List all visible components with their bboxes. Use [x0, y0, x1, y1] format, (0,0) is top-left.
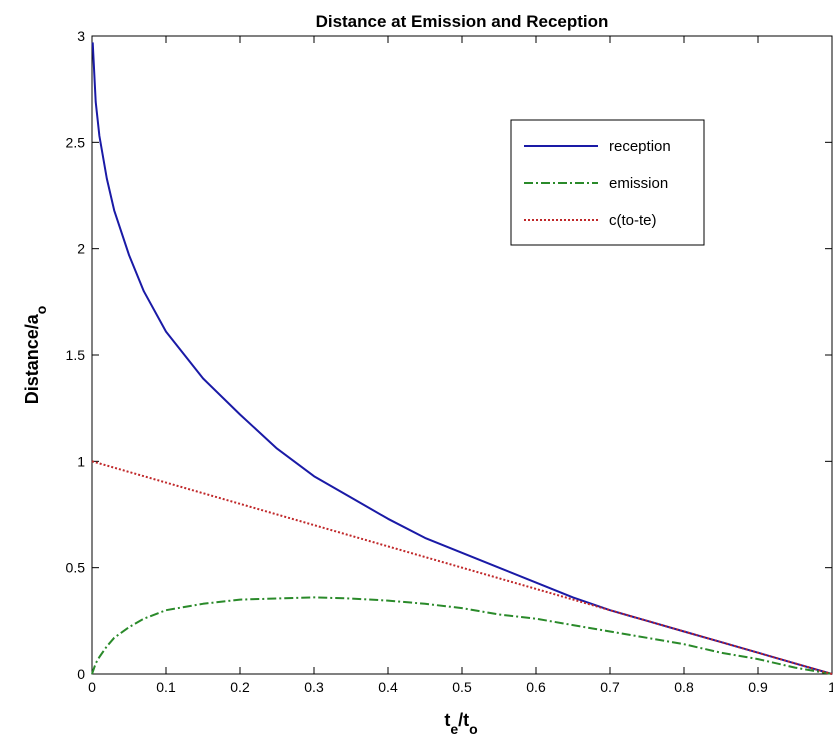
y-tick-label: 0.5: [66, 560, 86, 576]
y-tick-label: 3: [77, 28, 85, 44]
x-axis: 0 0.1 0.2 0.3 0.4 0.5 0.6 0.7 0.8 0.9 1: [88, 36, 833, 695]
legend-box: [510, 119, 705, 246]
x-tick-label: 0.5: [452, 679, 472, 695]
y-tick-label: 1.5: [66, 347, 86, 363]
x-axis-label: te/to: [444, 710, 477, 737]
series-line-2: [91, 596, 833, 675]
y-axis-label-main: Distance/a: [22, 313, 42, 404]
x-axis-label-mid: /t: [458, 710, 469, 730]
x-tick-label: 0.7: [600, 679, 620, 695]
x-tick-label: 0.9: [748, 679, 768, 695]
x-tick-label: 0.3: [304, 679, 324, 695]
x-tick-label: 0.8: [674, 679, 694, 695]
x-tick-label: 1: [828, 679, 833, 695]
legend-label: reception: [609, 138, 671, 155]
y-tick-label: 1: [77, 453, 85, 469]
legend: reception emission c(to-te): [510, 119, 705, 246]
y-tick-label: 2.5: [66, 134, 86, 150]
legend-label: emission: [609, 175, 668, 192]
y-tick-label: 2: [77, 241, 85, 257]
y-tick-label: 0: [77, 666, 85, 682]
series-line-3: [91, 460, 833, 675]
x-tick-label: 0.4: [378, 679, 398, 695]
x-tick-label: 0.1: [156, 679, 176, 695]
chart-title: Distance at Emission and Reception: [316, 12, 609, 31]
y-axis-label: Distance/ao: [22, 306, 49, 405]
plot-area: [91, 35, 833, 675]
x-tick-label: 0.2: [230, 679, 250, 695]
x-axis-label-main: t: [444, 710, 450, 730]
x-tick-label: 0.6: [526, 679, 546, 695]
series-layer: [91, 42, 833, 675]
x-axis-label-sub1: e: [450, 721, 458, 737]
y-axis-label-sub: o: [33, 306, 49, 315]
x-tick-label: 0: [88, 679, 96, 695]
legend-label: c(to-te): [609, 212, 657, 229]
x-axis-label-sub2: o: [469, 721, 478, 737]
